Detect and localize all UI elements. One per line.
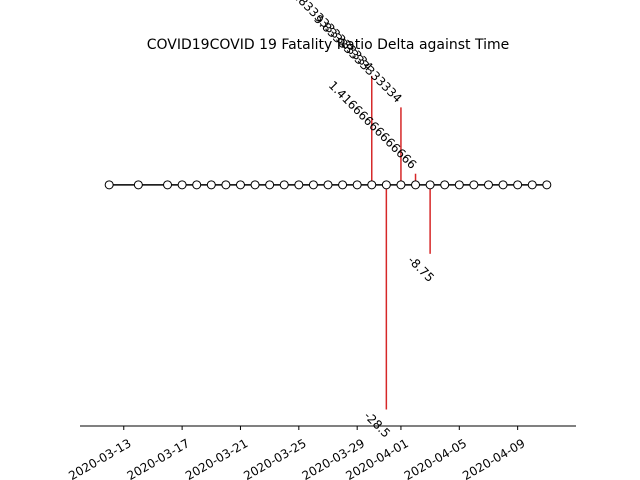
value-label: -28.5 xyxy=(361,409,393,441)
marker xyxy=(206,180,216,190)
x-tick-label: 2020-04-09 xyxy=(460,436,527,480)
marker xyxy=(323,180,333,190)
marker xyxy=(411,180,421,190)
x-tick-label: 2020-03-13 xyxy=(66,436,133,480)
x-tick-label: 2020-04-05 xyxy=(402,436,469,480)
marker xyxy=(265,180,275,190)
marker xyxy=(279,180,289,190)
value-label: 9.83333333333334 xyxy=(311,12,405,106)
marker xyxy=(396,180,406,190)
marker xyxy=(133,180,143,190)
marker xyxy=(250,180,260,190)
marker xyxy=(235,180,245,190)
marker xyxy=(177,180,187,190)
marker xyxy=(104,180,114,190)
x-tick-label: 2020-03-17 xyxy=(125,436,192,480)
value-label: 1.41666666666666 xyxy=(326,78,420,172)
marker xyxy=(454,180,464,190)
marker xyxy=(381,180,391,190)
marker xyxy=(367,180,377,190)
marker xyxy=(513,180,523,190)
marker xyxy=(338,180,348,190)
marker xyxy=(221,180,231,190)
chart-title: COVID19COVID 19 Fatality Ratio Delta aga… xyxy=(147,37,510,53)
marker xyxy=(498,180,508,190)
marker xyxy=(308,180,318,190)
marker xyxy=(192,180,202,190)
marker xyxy=(440,180,450,190)
marker xyxy=(163,180,173,190)
marker xyxy=(294,180,304,190)
marker xyxy=(352,180,362,190)
value-label: -8.75 xyxy=(405,253,437,285)
x-tick-label: 2020-03-21 xyxy=(183,436,250,480)
marker xyxy=(469,180,479,190)
marker xyxy=(527,180,537,190)
marker xyxy=(483,180,493,190)
marker xyxy=(425,180,435,190)
marker xyxy=(542,180,552,190)
x-tick-label: 2020-03-25 xyxy=(241,436,308,480)
